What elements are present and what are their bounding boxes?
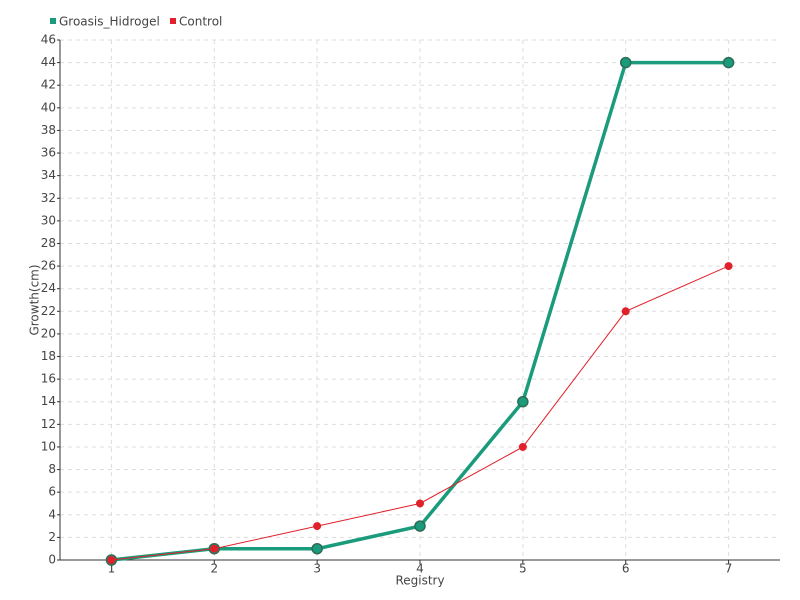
data-point <box>311 542 323 555</box>
y-tick-label: 38 <box>41 123 56 137</box>
x-tick-label: 4 <box>416 562 424 576</box>
x-tick-label: 5 <box>519 562 527 576</box>
x-tick-label: 7 <box>725 562 733 576</box>
y-tick-label: 14 <box>41 394 56 408</box>
x-tick-label: 1 <box>108 562 116 576</box>
y-tick-label: 22 <box>41 304 56 318</box>
y-tick-label: 0 <box>48 553 56 567</box>
data-point <box>107 556 116 564</box>
y-tick-label: 20 <box>41 326 56 340</box>
y-tick-label: 26 <box>41 259 56 273</box>
y-tick-label: 4 <box>48 507 56 521</box>
legend-label: Control <box>179 15 222 29</box>
y-axis-title: Growth(cm) <box>28 264 42 335</box>
y-tick-label: 2 <box>48 530 56 544</box>
legend-swatch <box>50 18 56 24</box>
data-point <box>724 262 733 271</box>
y-tick-label: 44 <box>41 55 56 69</box>
legend-swatch <box>170 18 176 24</box>
y-tick-label: 30 <box>41 213 56 227</box>
y-tick-label: 42 <box>41 78 56 92</box>
data-point <box>313 522 322 531</box>
y-tick-label: 34 <box>41 168 56 182</box>
y-tick-label: 28 <box>41 236 56 250</box>
x-axis-title: Registry <box>395 574 444 588</box>
data-point <box>416 499 424 508</box>
x-tick-label: 6 <box>622 562 630 576</box>
y-tick-label: 24 <box>41 281 56 295</box>
y-tick-label: 46 <box>41 33 56 47</box>
x-tick-label: 3 <box>313 562 321 576</box>
y-tick-label: 16 <box>41 372 56 386</box>
x-tick-label: 2 <box>210 562 218 576</box>
data-point <box>210 544 219 553</box>
data-point <box>518 442 527 451</box>
data-point <box>517 395 529 408</box>
data-point <box>414 520 426 532</box>
y-tick-label: 10 <box>41 439 56 453</box>
data-point <box>722 56 735 69</box>
legend-label: Groasis_Hidrogel <box>59 15 160 29</box>
y-tick-label: 8 <box>48 462 56 476</box>
data-point <box>619 56 632 69</box>
data-point <box>621 307 630 316</box>
y-tick-label: 40 <box>41 100 56 114</box>
y-tick-label: 32 <box>41 191 56 205</box>
y-tick-label: 6 <box>48 485 56 499</box>
y-tick-label: 18 <box>41 349 56 363</box>
y-tick-label: 12 <box>41 417 56 431</box>
y-tick-label: 36 <box>41 146 56 160</box>
